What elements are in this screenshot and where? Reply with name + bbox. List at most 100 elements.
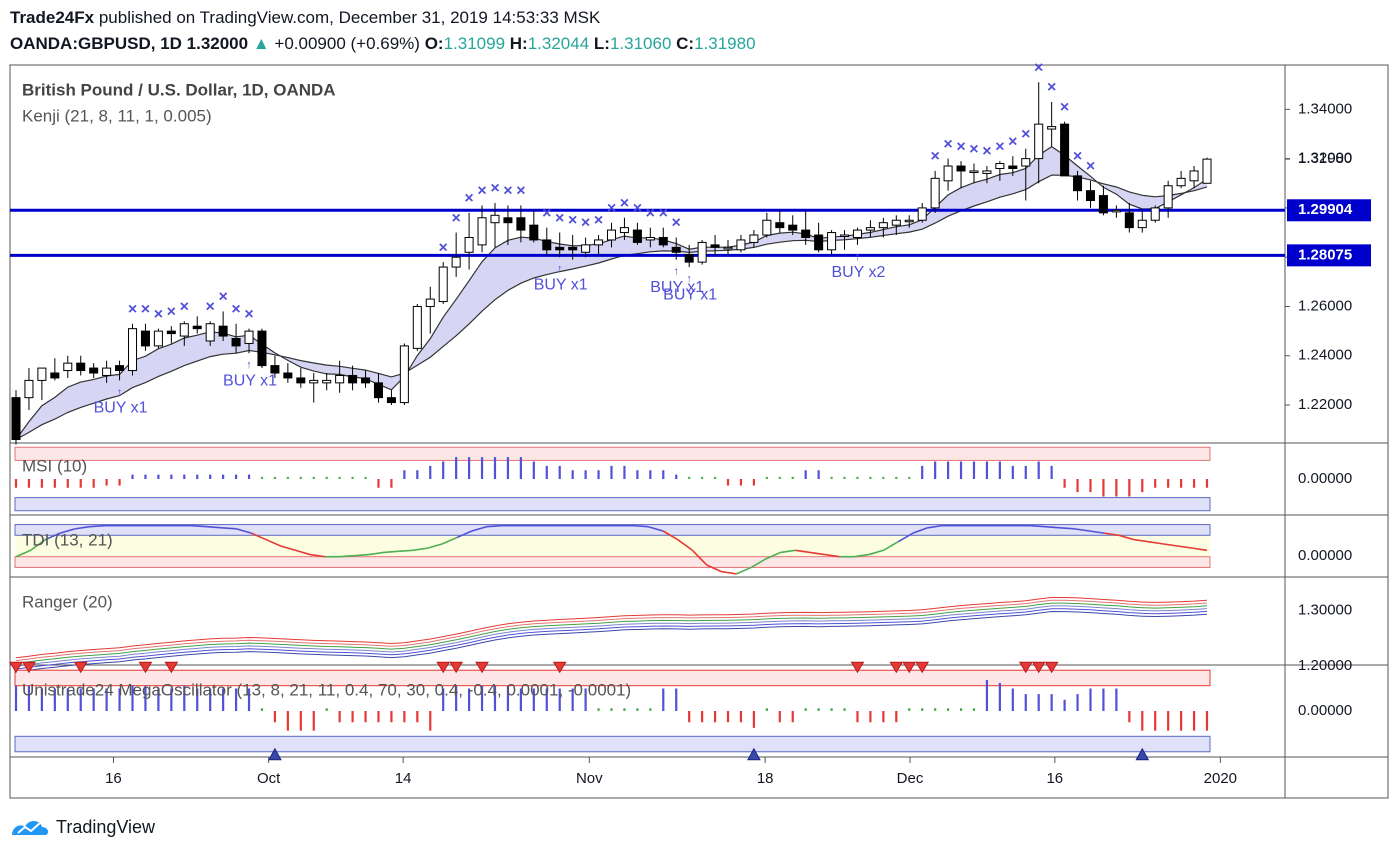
close-label: C:: [676, 34, 695, 53]
msi-y-tick: 0.00000: [1298, 470, 1352, 487]
tdi-line-segment: [897, 532, 914, 543]
level-price-tag: [1287, 244, 1371, 267]
ranger-line: [15, 605, 1208, 667]
x-tick-label: 16: [1046, 770, 1063, 787]
sell-triangle-icon: [22, 661, 36, 674]
y-tick-label: 1.26000: [1298, 297, 1352, 314]
candle-body: [451, 256, 461, 268]
price-pane-title: British Pound / U.S. Dollar, 1D, OANDA: [22, 80, 336, 99]
candle-body: [568, 246, 578, 251]
buy-arrow-icon: ↑: [686, 273, 692, 285]
sell-marker-icon: ×: [1060, 99, 1069, 116]
ranger-line: [15, 610, 1208, 673]
sell-triangle-icon: [1044, 661, 1059, 674]
candle-body: [619, 227, 629, 234]
candle-body: [205, 323, 215, 342]
candle-body: [749, 234, 759, 243]
sell-marker-icon: ×: [180, 298, 189, 315]
candle-body: [840, 234, 850, 238]
sell-triangle-icon: [850, 661, 865, 674]
tdi-line-segment: [250, 532, 267, 541]
tdi-line-segment: [1133, 538, 1149, 543]
sell-marker-icon: ×: [477, 183, 486, 200]
tdi-line-segment: [868, 549, 884, 556]
sell-marker-icon: ×: [490, 180, 499, 197]
sell-marker-icon: ×: [930, 148, 939, 165]
candle-body: [1060, 123, 1070, 177]
y-tick-label: 1.24000: [1298, 347, 1352, 364]
y-tick-label: 1.22000: [1298, 396, 1352, 413]
candle-body: [891, 219, 901, 226]
candle-body: [179, 323, 189, 337]
sell-marker-icon: ×: [1034, 59, 1043, 76]
publisher-line: Trade24Fx published on TradingView.com, …: [10, 8, 600, 28]
tdi-line-segment: [883, 541, 899, 551]
sell-triangle-icon: [73, 661, 88, 674]
tdi-line-segment: [824, 553, 840, 558]
sell-marker-icon: ×: [516, 183, 525, 200]
candle-body: [982, 170, 992, 174]
candle-body: [632, 229, 642, 243]
sell-triangle-icon: [552, 661, 567, 674]
tdi-line-segment: [1059, 526, 1075, 530]
tdi-line-segment: [633, 524, 649, 528]
candle-body: [1189, 170, 1199, 182]
sell-triangle-icon: [915, 661, 930, 674]
sell-marker-icon: ×: [1073, 148, 1082, 165]
tdi-y-tick: 0.00000: [1298, 547, 1352, 564]
tdi-line-segment: [1074, 528, 1090, 532]
ranger-label: Ranger (20): [22, 592, 113, 611]
candle-body: [814, 234, 824, 251]
candle-body: [335, 374, 345, 384]
buy-arrow-icon: ↑: [557, 263, 563, 275]
sell-marker-icon: ×: [646, 205, 655, 222]
last-price-label: 1.31980: [1298, 150, 1352, 167]
candle-body: [89, 367, 99, 374]
candle-body: [878, 222, 888, 229]
tdi-line-segment: [192, 524, 208, 528]
msi-lower-band: [14, 497, 1211, 512]
tdi-lower-band: [14, 556, 1211, 568]
candle-body: [218, 325, 228, 337]
candle-body: [865, 227, 875, 231]
candle-body: [231, 338, 241, 347]
sell-marker-icon: ×: [568, 212, 577, 229]
sell-marker-icon: ×: [620, 195, 629, 212]
candle-body: [529, 224, 539, 241]
x-tick-label: 2020: [1204, 770, 1237, 787]
candle-body: [1047, 126, 1057, 130]
candle-body: [503, 217, 513, 224]
tdi-line-segment: [912, 527, 928, 534]
x-tick-label: 16: [105, 770, 122, 787]
sell-triangle-icon: [449, 661, 464, 674]
tdi-line-segment: [853, 553, 869, 558]
candle-body: [762, 219, 772, 236]
candle-body: [309, 379, 319, 384]
candle-body: [153, 330, 163, 347]
tdi-line-segment: [662, 530, 679, 541]
tdi-line-segment: [442, 536, 458, 545]
footer-brand[interactable]: TradingView: [10, 814, 155, 840]
sell-marker-icon: ×: [231, 301, 240, 318]
sell-marker-icon: ×: [218, 289, 227, 306]
candle-body: [555, 246, 565, 251]
tdi-line-segment: [648, 525, 664, 532]
tdi-line-segment: [412, 547, 428, 552]
close-value: 1.31980: [694, 34, 756, 53]
buy-signal-label: BUY x1: [534, 276, 588, 293]
sell-marker-icon: ×: [672, 215, 681, 232]
y-tick-label: 1.34000: [1298, 100, 1352, 117]
candle-body: [296, 377, 306, 384]
level-price-label: 1.29904: [1298, 201, 1353, 218]
tdi-line-segment: [295, 549, 311, 556]
candle-body: [140, 330, 150, 347]
buy-triangle-icon: [1135, 747, 1150, 761]
sell-triangle-icon: [436, 661, 451, 674]
buy-arrow-icon: ↑: [855, 251, 861, 263]
candle-body: [775, 222, 785, 229]
sell-marker-icon: ×: [659, 205, 668, 222]
sell-marker-icon: ×: [956, 138, 965, 155]
symbol-line: OANDA:GBPUSD, 1D 1.32000 ▲ +0.00900 (+0.…: [10, 34, 756, 54]
tdi-line-segment: [795, 549, 811, 554]
